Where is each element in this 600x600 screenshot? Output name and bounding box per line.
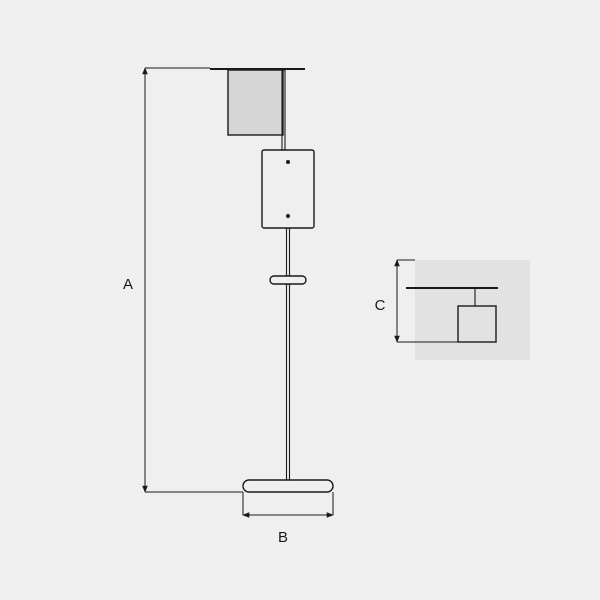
collar (270, 276, 306, 284)
box-screw-top (286, 160, 290, 164)
dim-label-a: A (123, 276, 133, 293)
box-screw-bottom (286, 214, 290, 218)
dim-label-b: B (278, 529, 288, 546)
dimension-diagram: A B C (0, 0, 600, 600)
dim-label-c: C (375, 297, 386, 314)
dimension-lines (145, 68, 458, 515)
lower-pole (287, 284, 290, 480)
mid-pole (287, 228, 290, 276)
top-plan-view (406, 260, 530, 360)
base (243, 480, 333, 492)
lamp-shade-front (228, 70, 283, 135)
backplate (415, 260, 530, 360)
front-elevation (210, 68, 333, 492)
dimension-labels: A B C (123, 276, 386, 546)
